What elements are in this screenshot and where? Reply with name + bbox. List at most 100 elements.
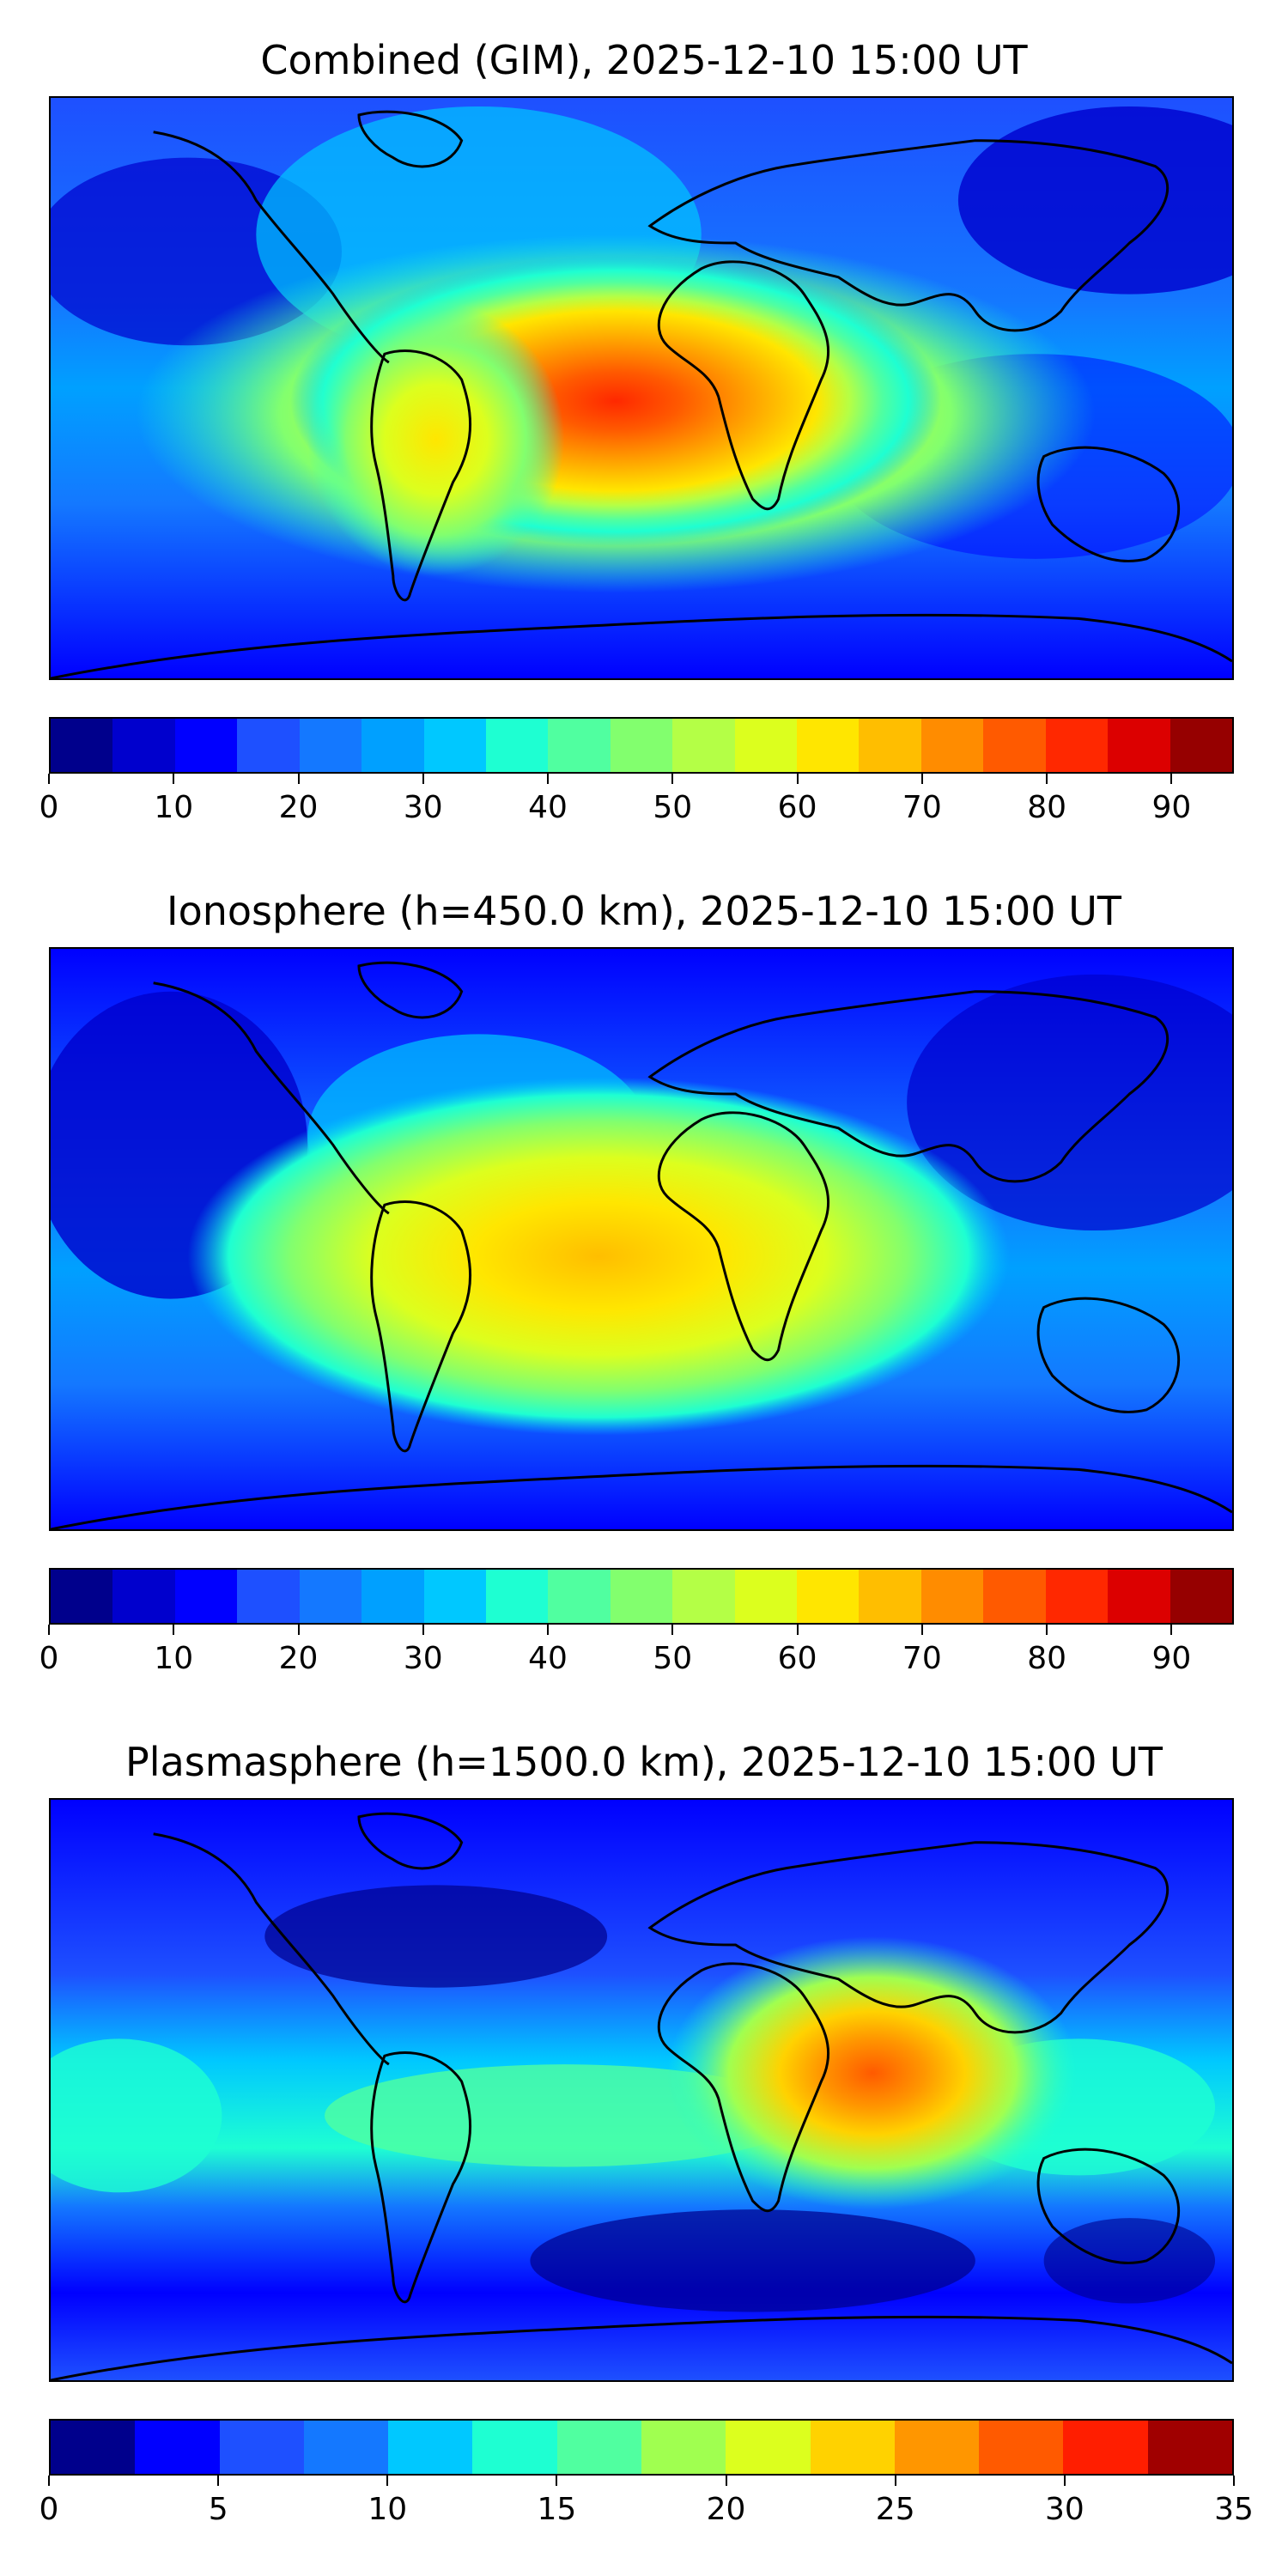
colorbar-segment [1063,2421,1148,2474]
colorbar-tick-label: 20 [706,2492,746,2527]
colorbar-segment [548,1570,611,1623]
colorbar-segment [361,1570,424,1623]
colorbar-tick [48,774,50,784]
colorbar-tick [48,1625,50,1635]
colorbar-segment [641,2421,726,2474]
colorbar-segment [112,719,175,772]
colorbar-segment [485,719,549,772]
colorbar-segment [894,2421,980,2474]
colorbar-segment [299,719,362,772]
colorbar-tick-label: 10 [368,2492,408,2527]
colorbar-tick-label: 20 [278,1641,319,1676]
colorbar-segment [299,1570,362,1623]
colorbar-tick [556,2476,558,2486]
colorbar-tick-label: 90 [1151,1641,1192,1676]
colorbar-tick [1170,1625,1173,1635]
colorbar-tick-label: 5 [208,2492,228,2527]
colorbar-segment [672,719,735,772]
colorbar-tick [1063,2476,1066,2486]
colorbar-tick [671,774,674,784]
colorbar-tick-label: 0 [39,1641,59,1676]
colorbar-segment [1147,2421,1232,2474]
colorbar-segment [920,719,984,772]
colorbar-segment [859,719,921,772]
colorbar-tick-label: 60 [777,790,817,825]
colorbar-segment [734,719,798,772]
colorbar-segment [112,1570,175,1623]
colorbar-segment [51,2421,136,2474]
panel-3-map-svg [51,1800,1232,2380]
colorbar-segment [174,719,238,772]
colorbar-segment [51,719,113,772]
panel-1-title: Combined (GIM), 2025-12-10 15:00 UT [260,37,1028,83]
colorbar-segment [361,719,424,772]
panel-2-map-svg [51,949,1232,1529]
colorbar-tick-label: 10 [154,1641,194,1676]
colorbar-tick [920,774,923,784]
colorbar-tick [894,2476,896,2486]
panel-2-coastlines [51,961,1232,1529]
colorbar-tick [217,2476,220,2486]
colorbar-tick [1046,1625,1048,1635]
colorbar-segment [1170,1570,1233,1623]
colorbar-segment [303,2421,389,2474]
colorbar-tick [422,774,424,784]
colorbar-tick-label: 50 [653,790,693,825]
colorbar-segment [920,1570,984,1623]
colorbar-tick [547,774,550,784]
colorbar-segment [423,719,486,772]
colorbar-segment [610,719,673,772]
colorbar-segment [1045,719,1109,772]
panel-1-colorbar [49,717,1234,774]
colorbar-tick-label: 40 [528,1641,568,1676]
panel-3-map [49,1798,1234,2382]
colorbar-tick-label: 80 [1027,790,1066,825]
colorbar-tick [422,1625,424,1635]
colorbar-segment [1045,1570,1109,1623]
colorbar-segment [1108,1570,1170,1623]
colorbar-segment [672,1570,735,1623]
colorbar-tick-label: 70 [902,1641,942,1676]
colorbar-segment [237,1570,300,1623]
colorbar-segment [983,1570,1046,1623]
panel-2-colorbar [49,1568,1234,1625]
colorbar-tick-label: 50 [653,1641,693,1676]
colorbar-segment [610,1570,673,1623]
panel-1-map-svg [51,98,1232,678]
panel-3-colorbar [49,2419,1234,2476]
colorbar-tick-label: 30 [403,790,443,825]
colorbar-segment [797,1570,860,1623]
panel-3-title: Plasmasphere (h=1500.0 km), 2025-12-10 1… [125,1739,1163,1785]
colorbar-segment [983,719,1046,772]
colorbar-segment [556,2421,641,2474]
colorbar-tick-label: 70 [902,790,942,825]
colorbar-tick [386,2476,389,2486]
colorbar-segment [485,1570,549,1623]
colorbar-tick-label: 0 [39,790,59,825]
colorbar-tick [547,1625,550,1635]
colorbar-segment [174,1570,238,1623]
colorbar-tick [173,1625,175,1635]
panel-1-coastlines [51,110,1232,678]
colorbar-tick [1046,774,1048,784]
colorbar-segment [979,2421,1064,2474]
colorbar-segment [734,1570,798,1623]
colorbar-tick-label: 30 [1044,2492,1084,2527]
colorbar-tick [1170,774,1173,784]
colorbar-tick-label: 0 [39,2492,59,2527]
colorbar-tick [920,1625,923,1635]
colorbar-segment [219,2421,304,2474]
colorbar-tick [297,774,300,784]
colorbar-segment [135,2421,220,2474]
colorbar-segment [548,719,611,772]
panel-1-map [49,96,1234,680]
colorbar-segment [859,1570,921,1623]
colorbar-tick-label: 15 [537,2492,577,2527]
panel-3-coastlines [51,1812,1232,2380]
colorbar-tick-label: 30 [403,1641,443,1676]
colorbar-tick-label: 80 [1027,1641,1066,1676]
colorbar-tick [671,1625,674,1635]
colorbar-tick [725,2476,727,2486]
colorbar-segment [797,719,860,772]
panel-2-colorbar-ticks: 0 10 20 30 40 50 60 70 80 90 [39,1625,1234,1676]
